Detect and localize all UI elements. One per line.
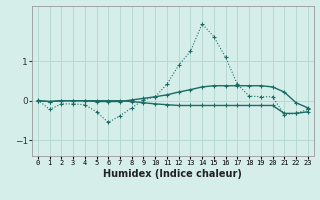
- X-axis label: Humidex (Indice chaleur): Humidex (Indice chaleur): [103, 169, 242, 179]
